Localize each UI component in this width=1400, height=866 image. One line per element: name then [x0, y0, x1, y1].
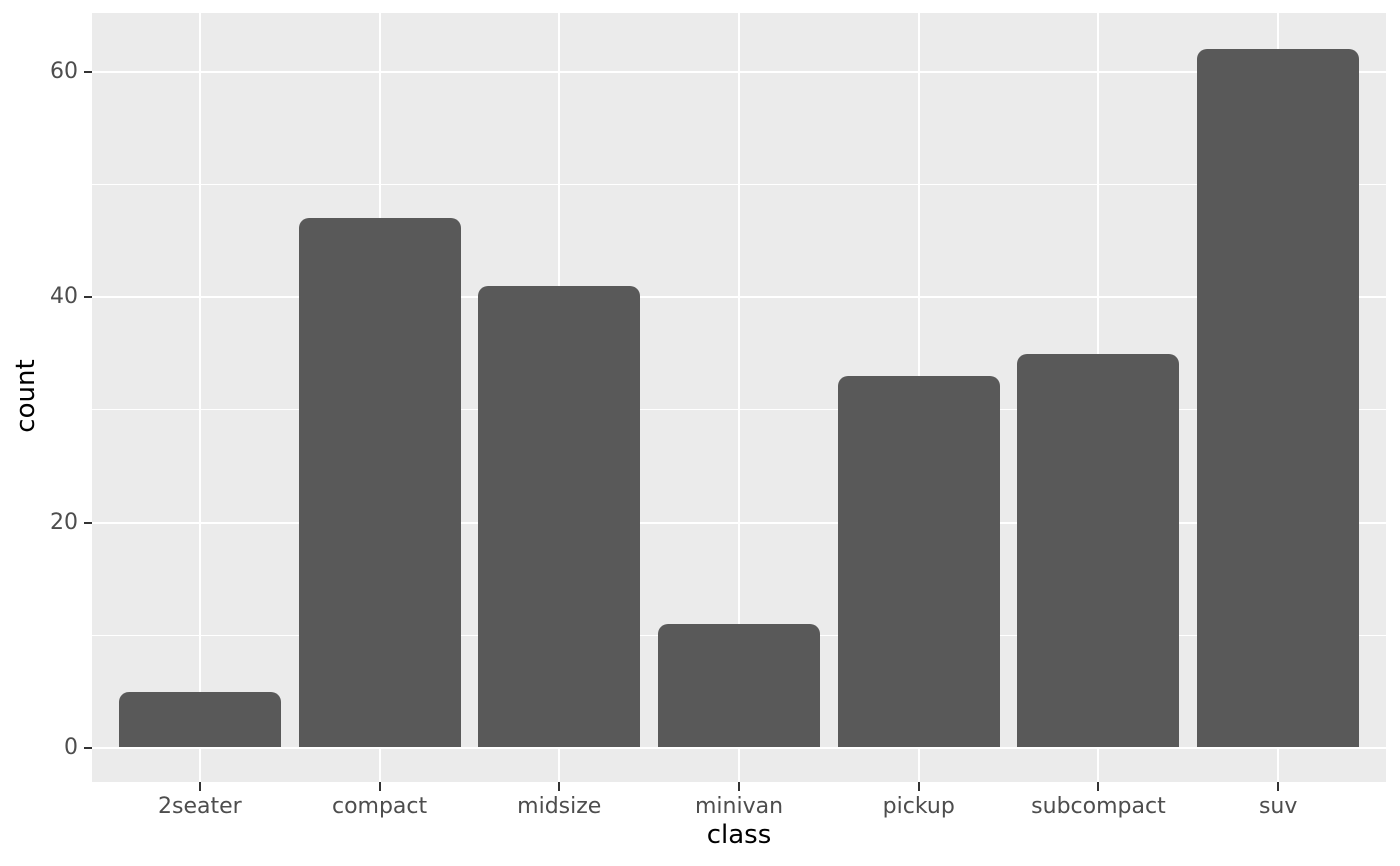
x-tick-mark: [1277, 782, 1280, 791]
major-gridline-vertical: [198, 13, 201, 782]
plot-panel: [92, 13, 1386, 782]
x-tick-mark: [378, 782, 381, 791]
bar-midsize: [478, 285, 641, 748]
y-tick-label: 20: [50, 509, 78, 535]
x-axis-title: class: [706, 820, 772, 850]
bar-minivan: [658, 624, 820, 748]
x-tick-mark: [738, 782, 740, 791]
x-tick-label: subcompact: [1031, 794, 1166, 819]
y-tick-label: 0: [64, 735, 78, 761]
y-tick-mark: [84, 296, 92, 299]
x-tick-label: suv: [1258, 794, 1298, 819]
y-tick-label: 60: [50, 58, 78, 84]
major-gridline-vertical: [738, 13, 740, 782]
x-tick-label: minivan: [694, 794, 784, 819]
y-tick-mark: [84, 747, 92, 750]
bar-compact: [298, 218, 461, 748]
y-axis-title: count: [11, 359, 41, 433]
y-tick-label: 40: [50, 284, 78, 310]
x-tick-label: compact: [331, 794, 428, 819]
x-tick-label: midsize: [517, 794, 602, 819]
bar-2seater: [118, 691, 281, 748]
bar-pickup: [837, 376, 1000, 748]
x-tick-label: 2seater: [157, 794, 242, 819]
y-tick-mark: [84, 70, 92, 73]
x-tick-mark: [198, 782, 201, 791]
bar-subcompact: [1017, 353, 1180, 748]
bar-suv: [1197, 49, 1360, 748]
x-tick-mark: [558, 782, 561, 791]
x-tick-mark: [1097, 782, 1100, 791]
x-tick-mark: [917, 782, 920, 791]
x-tick-label: pickup: [882, 794, 955, 819]
y-tick-mark: [84, 521, 92, 524]
